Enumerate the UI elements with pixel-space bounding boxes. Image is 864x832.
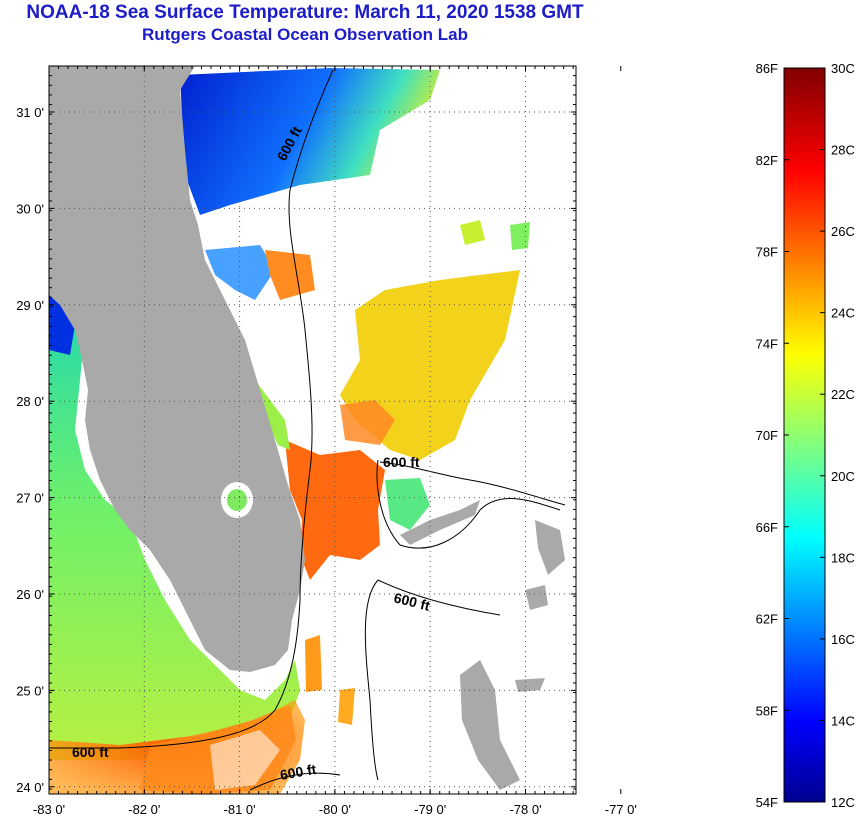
lat-tick-label: 28 0' xyxy=(16,394,44,409)
lon-tick-label: -82 0' xyxy=(128,802,160,817)
lat-tick-label: 25 0' xyxy=(16,683,44,698)
lon-tick-label: -79 0' xyxy=(414,802,446,817)
east-central-warm-patch xyxy=(265,250,315,300)
map-subtitle: Rutgers Coastal Ocean Observation Lab xyxy=(142,25,468,44)
florida-peninsula xyxy=(49,66,305,672)
lon-tick-label: -78 0' xyxy=(509,802,541,817)
lake-okeechobee-sst xyxy=(227,489,247,511)
lat-tick-label: 31 0' xyxy=(16,105,44,120)
colorbar-f-label: 54F xyxy=(756,795,778,810)
land-masses xyxy=(49,66,565,790)
lon-tick-label: -81 0' xyxy=(224,802,256,817)
andros xyxy=(460,660,520,790)
colorbar-c-label: 18C xyxy=(831,550,855,565)
contour-bahamas-top xyxy=(379,461,566,506)
colorbar-f-label: 82F xyxy=(756,153,778,168)
colorbar-f-label: 58F xyxy=(756,703,778,718)
cloud-gap-keys xyxy=(210,730,280,790)
isobath-600ft xyxy=(49,69,566,791)
colorbar-f-label: 62F xyxy=(756,612,778,627)
lat-tick-label: 29 0' xyxy=(16,298,44,313)
map-border xyxy=(48,65,577,795)
lat-tick-label: 24 0' xyxy=(16,780,44,795)
contour-tongue-of-ocean xyxy=(364,579,501,781)
colorbar-f-label: 74F xyxy=(756,336,778,351)
contour-label: 600 ft xyxy=(72,744,109,760)
map-title: NOAA-18 Sea Surface Temperature: March 1… xyxy=(26,2,584,23)
north-atlantic-patch xyxy=(180,68,440,215)
colorbar-c-label: 30C xyxy=(831,61,855,76)
colorbar-c-label: 28C xyxy=(831,143,855,158)
lon-tick-label: -80 0' xyxy=(319,802,351,817)
grand-bahama xyxy=(400,500,480,545)
lat-tick-label: 27 0' xyxy=(16,491,44,506)
colorbar-f-label: 86F xyxy=(756,61,778,76)
colorbar-f-label: 66F xyxy=(756,520,778,535)
big-bend-cold-patch xyxy=(49,290,75,355)
offshore-green-small xyxy=(510,222,530,250)
colorbar xyxy=(783,67,826,803)
colorbar-ticks: 86F 82F 78F 74F 70F 66F 62F 58F 54F 30C 28C 26C 24C 2… xyxy=(756,61,855,810)
coastal-green-strip xyxy=(255,380,290,450)
colorbar-c-label: 16C xyxy=(831,632,855,647)
gulf-stream-warm-patch xyxy=(285,440,385,580)
gulf-sst-patch xyxy=(49,300,300,760)
colorbar-c-label: 24C xyxy=(831,306,855,321)
colorbar-c-label: 12C xyxy=(831,795,855,810)
colorbar-c-label: 22C xyxy=(831,387,855,402)
lat-tick-label: 26 0' xyxy=(16,587,44,602)
contour-east-coast xyxy=(49,69,334,749)
east-coast-cold-patch xyxy=(205,245,275,300)
contour-label: 600 ft xyxy=(279,761,318,783)
bahamas-green-patch xyxy=(385,478,430,530)
offshore-yellow-small xyxy=(460,220,485,245)
scattered-orange-south-2 xyxy=(338,688,355,725)
contour-bahamas-north xyxy=(376,459,561,549)
berry-islands xyxy=(525,585,548,610)
colorbar-c-label: 20C xyxy=(831,469,855,484)
sst-imagery xyxy=(49,68,530,794)
cuba-coast xyxy=(515,678,545,692)
lon-tick-label: -77 0' xyxy=(605,802,637,817)
colorbar-c-label: 14C xyxy=(831,713,855,728)
colorbar-f-label: 70F xyxy=(756,428,778,443)
lat-tick-label: 30 0' xyxy=(16,201,44,216)
scattered-orange-south xyxy=(305,635,322,692)
contour-straits xyxy=(249,772,341,791)
axis-tick-labels: 31 0' 30 0' 29 0' 28 0' 27 0' 26 0' 25 0' 24 0'… xyxy=(16,105,637,817)
colorbar-f-label: 78F xyxy=(756,245,778,260)
abaco xyxy=(535,520,565,575)
offshore-orange-patch xyxy=(340,400,395,445)
colorbar-c-label: 26C xyxy=(831,224,855,239)
lon-tick-label: -83 0' xyxy=(33,802,65,817)
contour-label: 600 ft xyxy=(383,454,420,470)
